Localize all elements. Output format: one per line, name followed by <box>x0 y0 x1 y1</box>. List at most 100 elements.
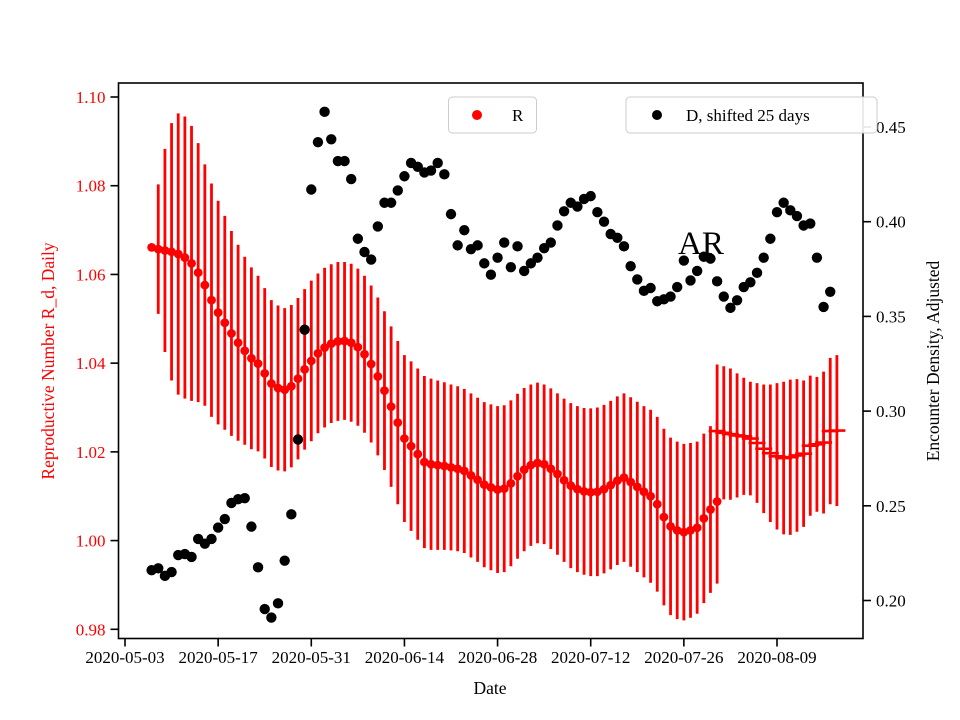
d-point <box>339 155 350 167</box>
d-point <box>365 254 377 265</box>
d-point <box>439 169 450 180</box>
r-point <box>280 385 290 395</box>
data-layer <box>146 106 846 623</box>
d-point <box>691 265 703 277</box>
r-point <box>173 249 183 259</box>
d-point <box>751 267 763 279</box>
r-point <box>659 512 669 522</box>
d-point <box>745 277 756 288</box>
legend-r: R <box>448 96 537 134</box>
d-point <box>272 598 284 609</box>
annotation-ar: AR <box>678 226 724 262</box>
r-point <box>273 383 283 393</box>
r-point <box>306 356 316 366</box>
r-point <box>573 484 582 494</box>
y-right-tick-label: 0.45 <box>876 118 906 137</box>
r-point <box>553 469 562 479</box>
r-point <box>180 253 190 262</box>
y-right-tick-label: 0.25 <box>876 497 906 516</box>
y-right-tick-label: 0.35 <box>876 307 906 326</box>
r-point <box>160 246 170 255</box>
r-point <box>346 338 356 348</box>
d-point <box>266 612 277 623</box>
d-point <box>625 261 636 272</box>
legend-d: D, shifted 25 days <box>625 96 878 134</box>
d-point <box>645 282 656 294</box>
y-left-tick-label: 1.08 <box>76 177 106 196</box>
r-point <box>153 244 163 254</box>
d-point <box>432 157 443 169</box>
r-point <box>200 280 210 290</box>
d-point <box>485 269 497 280</box>
r-point <box>626 477 636 487</box>
r-point <box>426 459 436 469</box>
d-point <box>459 225 470 236</box>
y-left-tick-label: 1.06 <box>76 265 106 284</box>
d-point <box>392 185 403 196</box>
y-left-tick-label: 1.04 <box>76 354 106 373</box>
r-point <box>566 481 576 490</box>
r-point <box>253 359 263 368</box>
r-point <box>360 349 369 359</box>
d-point <box>545 237 556 248</box>
d-point <box>452 240 463 251</box>
d-point <box>166 566 177 578</box>
r-point <box>193 268 203 278</box>
d-point <box>492 252 503 263</box>
d-point <box>665 291 676 302</box>
r-point <box>639 487 649 497</box>
d-point <box>685 275 696 286</box>
d-point <box>678 255 690 266</box>
legend-r-label: R <box>512 106 524 125</box>
d-point <box>518 265 530 277</box>
r-point <box>606 480 616 490</box>
r-point <box>499 484 509 494</box>
d-point <box>372 221 384 232</box>
r-point <box>313 348 323 358</box>
d-point <box>445 208 457 220</box>
d-point <box>805 218 816 229</box>
r-point <box>293 374 303 384</box>
r-point <box>479 480 489 490</box>
x-tick-label: 2020-05-31 <box>272 648 351 667</box>
r-point <box>147 242 157 252</box>
r-point <box>340 336 349 346</box>
r-point <box>400 434 409 443</box>
r-point <box>419 457 429 467</box>
r-point <box>526 460 536 470</box>
r-point <box>533 458 542 468</box>
d-point <box>778 197 789 208</box>
d-point <box>306 184 317 195</box>
d-point <box>672 281 683 293</box>
d-point <box>505 261 517 273</box>
d-point <box>618 241 630 252</box>
r-point <box>266 379 276 388</box>
r-point <box>539 459 549 469</box>
r-point <box>233 338 243 348</box>
r-point <box>712 497 722 506</box>
r-point <box>666 521 675 531</box>
r-point <box>286 381 296 391</box>
d-point <box>299 324 310 335</box>
r-point <box>493 485 502 494</box>
d-point <box>572 201 583 212</box>
r-point <box>599 484 609 494</box>
legend-d-box <box>625 96 878 134</box>
r-point <box>320 343 329 353</box>
r-point <box>692 523 702 533</box>
r-point <box>679 527 689 537</box>
d-point <box>499 237 510 248</box>
d-point <box>758 252 769 263</box>
x-tick-label: 2020-06-28 <box>458 648 537 667</box>
r-point <box>559 475 569 485</box>
d-point <box>312 136 324 148</box>
d-point <box>425 165 437 176</box>
x-tick-label: 2020-05-03 <box>85 648 164 667</box>
r-point <box>686 525 695 535</box>
d-point <box>246 521 257 532</box>
d-point <box>711 276 723 287</box>
r-point <box>353 342 363 352</box>
d-point <box>479 258 490 269</box>
y-right-tick-label: 0.30 <box>876 402 906 421</box>
d-point <box>346 173 357 185</box>
